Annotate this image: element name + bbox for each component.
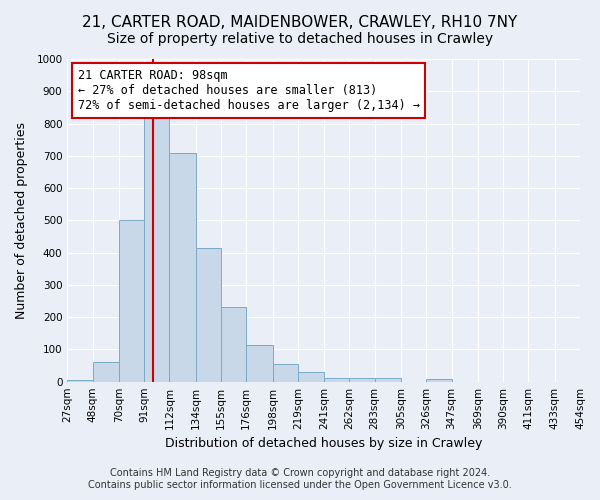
Bar xyxy=(298,372,324,382)
Bar xyxy=(324,378,349,382)
Bar xyxy=(246,344,272,382)
Bar xyxy=(374,378,401,382)
Text: Contains HM Land Registry data © Crown copyright and database right 2024.
Contai: Contains HM Land Registry data © Crown c… xyxy=(88,468,512,490)
X-axis label: Distribution of detached houses by size in Crawley: Distribution of detached houses by size … xyxy=(165,437,482,450)
Y-axis label: Number of detached properties: Number of detached properties xyxy=(15,122,28,319)
Text: 21, CARTER ROAD, MAIDENBOWER, CRAWLEY, RH10 7NY: 21, CARTER ROAD, MAIDENBOWER, CRAWLEY, R… xyxy=(82,15,518,30)
Bar xyxy=(196,248,221,382)
Bar xyxy=(67,380,92,382)
Bar xyxy=(221,308,246,382)
Bar xyxy=(119,220,144,382)
Bar xyxy=(349,378,374,382)
Text: Size of property relative to detached houses in Crawley: Size of property relative to detached ho… xyxy=(107,32,493,46)
Bar xyxy=(92,362,119,382)
Text: 21 CARTER ROAD: 98sqm
← 27% of detached houses are smaller (813)
72% of semi-det: 21 CARTER ROAD: 98sqm ← 27% of detached … xyxy=(77,68,419,112)
Bar xyxy=(169,152,196,382)
Bar xyxy=(144,117,169,382)
Bar xyxy=(272,364,298,382)
Bar xyxy=(427,379,452,382)
